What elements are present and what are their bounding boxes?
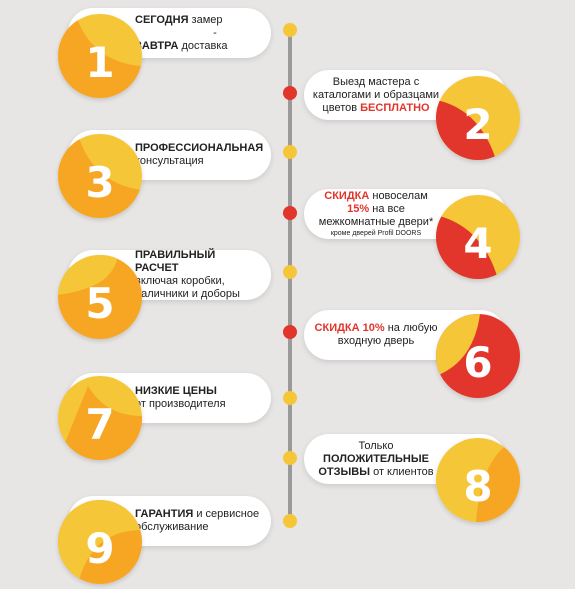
- card-4-footnote: кроме дверей Profil DOORS: [330, 230, 422, 237]
- card-1-text-1: замер: [188, 13, 223, 26]
- badge-number: 9: [85, 523, 115, 573]
- card-9-bold: ГАРАНТИЯ: [135, 508, 194, 520]
- card-3-text: консультация: [135, 155, 204, 167]
- badge-number: 8: [463, 461, 493, 511]
- card-4-text-2: на все межкомнатные двери*: [318, 203, 434, 228]
- badge-number: 6: [463, 337, 493, 387]
- card-6-red: СКИДКА 10%: [314, 322, 385, 334]
- badge-number: 1: [85, 37, 115, 87]
- badge-number: 5: [85, 278, 115, 328]
- number-badge-8: 8: [436, 438, 520, 522]
- card-4-red-1: СКИДКА: [324, 190, 370, 202]
- card-8-bold: ПОЛОЖИТЕЛЬНЫЕ ОТЗЫВЫ: [318, 452, 429, 478]
- number-badge-3: 3: [58, 134, 142, 218]
- timeline-dot: [283, 265, 297, 279]
- card-4-text-1: новоселам: [369, 190, 428, 202]
- card-1-bold-1: СЕГОДНЯ: [135, 13, 189, 26]
- card-4-red-2: 15%: [347, 203, 370, 215]
- number-badge-9: 9: [58, 500, 142, 584]
- number-badge-6: 6: [436, 314, 520, 398]
- number-badge-5: 5: [58, 255, 142, 339]
- timeline-dot: [283, 86, 297, 100]
- card-2-text: Выезд мастера с каталогами и образцами ц…: [312, 75, 440, 114]
- timeline-dot: [283, 325, 297, 339]
- timeline-dot: [283, 514, 297, 528]
- card-7-text: от производителя: [135, 398, 226, 410]
- timeline-dot: [283, 451, 297, 465]
- badge-number: 7: [85, 399, 115, 449]
- number-badge-7: 7: [58, 376, 142, 460]
- card-7-bold: НИЗКИЕ ЦЕНЫ: [135, 385, 217, 397]
- number-badge-4: 4: [436, 195, 520, 279]
- card-2-red: БЕСПЛАТНО: [360, 101, 430, 114]
- badge-number: 2: [463, 99, 493, 149]
- card-8-text-2: от клиентов: [370, 465, 434, 478]
- card-5-bold: ПРАВИЛЬНЫЙ РАСЧЕТ: [135, 249, 216, 274]
- card-3-bold: ПРОФЕССИОНАЛЬНАЯ: [135, 142, 264, 154]
- timeline-dot: [283, 391, 297, 405]
- timeline-dot: [283, 23, 297, 37]
- number-badge-1: 1: [58, 14, 142, 98]
- number-badge-2: 2: [436, 76, 520, 160]
- card-5-text: включая коробки, наличники и доборы: [135, 275, 240, 300]
- card-1-bold-2: ЗАВТРА: [135, 39, 179, 52]
- badge-number: 3: [85, 157, 115, 207]
- card-1-dash: -: [213, 26, 217, 39]
- timeline-dot: [283, 206, 297, 220]
- timeline-dot: [283, 145, 297, 159]
- badge-number: 4: [463, 218, 493, 268]
- card-9-text: и сервисное обслуживание: [135, 508, 260, 533]
- card-8-text-1: Только: [358, 439, 394, 452]
- card-1-text-3: доставка: [178, 39, 228, 52]
- card-6-text: на любую входную дверь: [337, 322, 438, 347]
